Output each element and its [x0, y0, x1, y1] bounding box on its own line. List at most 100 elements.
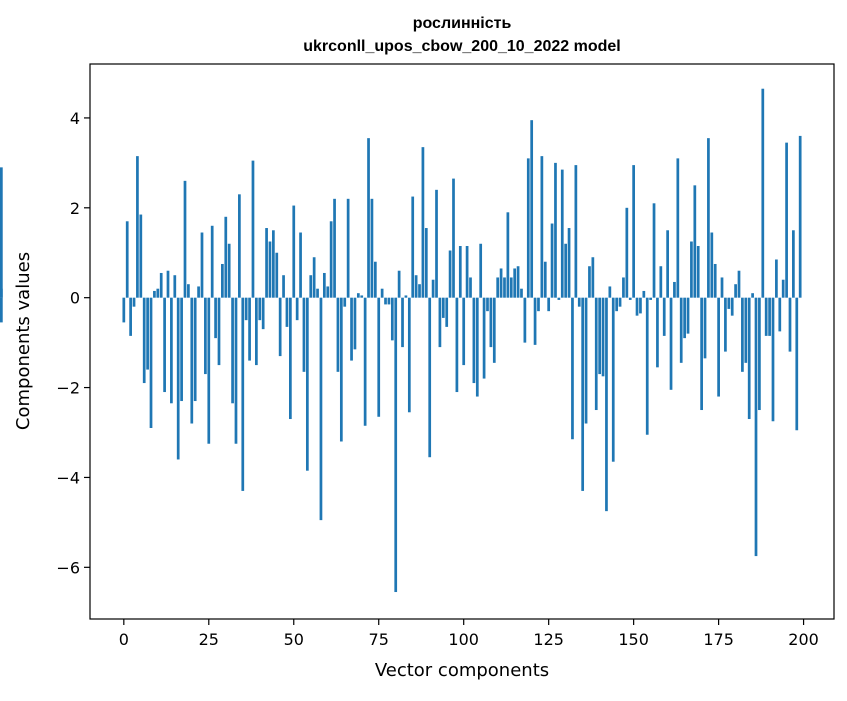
bar — [496, 277, 500, 298]
bar — [455, 297, 459, 393]
bar — [275, 252, 279, 298]
bar — [543, 261, 547, 298]
bar — [197, 286, 200, 298]
bar — [159, 272, 163, 298]
bar — [513, 268, 517, 298]
bar — [156, 288, 160, 298]
bar — [322, 272, 326, 298]
bar — [221, 263, 224, 298]
bar — [418, 284, 421, 298]
bar — [492, 297, 496, 363]
bar — [339, 297, 343, 442]
bar — [669, 297, 673, 390]
bar — [741, 297, 744, 372]
x-tick-label: 175 — [703, 630, 734, 649]
bar — [424, 228, 428, 298]
bar — [486, 297, 489, 312]
bar — [673, 281, 676, 298]
bar — [526, 158, 530, 298]
bar — [438, 297, 442, 348]
bar — [193, 297, 197, 402]
bar — [180, 297, 183, 402]
bar — [520, 288, 523, 298]
bar — [373, 261, 377, 298]
bar — [170, 297, 173, 404]
bar — [397, 270, 401, 298]
bar — [384, 297, 387, 305]
bar — [564, 243, 568, 298]
bar — [309, 275, 313, 298]
bar — [775, 259, 778, 298]
bar — [761, 88, 765, 298]
bar — [272, 230, 275, 298]
bar — [540, 156, 544, 298]
bar — [652, 203, 656, 298]
bar — [503, 277, 506, 298]
y-axis-label: Components values — [13, 252, 34, 430]
bar — [751, 293, 754, 298]
bar — [285, 297, 289, 327]
bar — [659, 266, 663, 298]
bar — [407, 297, 411, 413]
y-tick-label: −2 — [56, 379, 80, 398]
bar — [394, 297, 398, 593]
bar — [533, 297, 537, 345]
bar — [537, 297, 540, 312]
bar — [204, 297, 207, 375]
bar — [768, 297, 771, 336]
bar — [282, 275, 285, 298]
bar — [136, 156, 139, 298]
bar — [377, 297, 381, 417]
bar — [336, 297, 340, 372]
bar — [122, 297, 126, 323]
bar — [421, 147, 425, 298]
bar — [380, 288, 384, 298]
bar — [615, 297, 619, 312]
bar — [431, 279, 435, 298]
bar — [509, 277, 513, 298]
bar — [465, 246, 469, 298]
bar — [295, 297, 299, 321]
bar — [414, 275, 418, 298]
bar — [479, 243, 483, 298]
bar — [608, 286, 612, 298]
bar — [707, 138, 710, 298]
bar — [696, 246, 700, 298]
bar — [153, 290, 156, 298]
bar — [635, 297, 639, 316]
bar — [700, 297, 703, 411]
bar — [720, 277, 724, 298]
y-axis: −6 −4 −2 0 2 4 — [56, 109, 90, 577]
bar — [448, 250, 452, 298]
bar — [238, 194, 241, 298]
bar — [173, 275, 177, 298]
x-tick-label: 50 — [284, 630, 304, 649]
bar — [367, 138, 370, 298]
bar — [333, 198, 336, 298]
y-tick-label: −4 — [56, 468, 80, 487]
x-tick-label: 150 — [618, 630, 649, 649]
bar — [132, 297, 136, 307]
bar — [0, 288, 3, 298]
bar — [441, 297, 445, 318]
bar — [676, 158, 680, 298]
bar — [601, 297, 605, 377]
bar — [686, 297, 690, 334]
x-tick-label: 200 — [788, 630, 819, 649]
bar — [506, 212, 510, 298]
plot-frame — [89, 63, 835, 620]
bar — [662, 297, 666, 336]
bar — [598, 297, 602, 375]
bar — [176, 297, 180, 460]
bar — [639, 297, 642, 314]
bar — [605, 297, 608, 512]
bar — [591, 257, 595, 298]
bar — [727, 297, 731, 309]
bar — [166, 270, 170, 298]
bar — [703, 297, 707, 359]
bar — [187, 284, 190, 298]
bar — [730, 297, 734, 316]
bar — [231, 297, 234, 404]
bar — [329, 221, 333, 298]
bar — [754, 297, 758, 557]
